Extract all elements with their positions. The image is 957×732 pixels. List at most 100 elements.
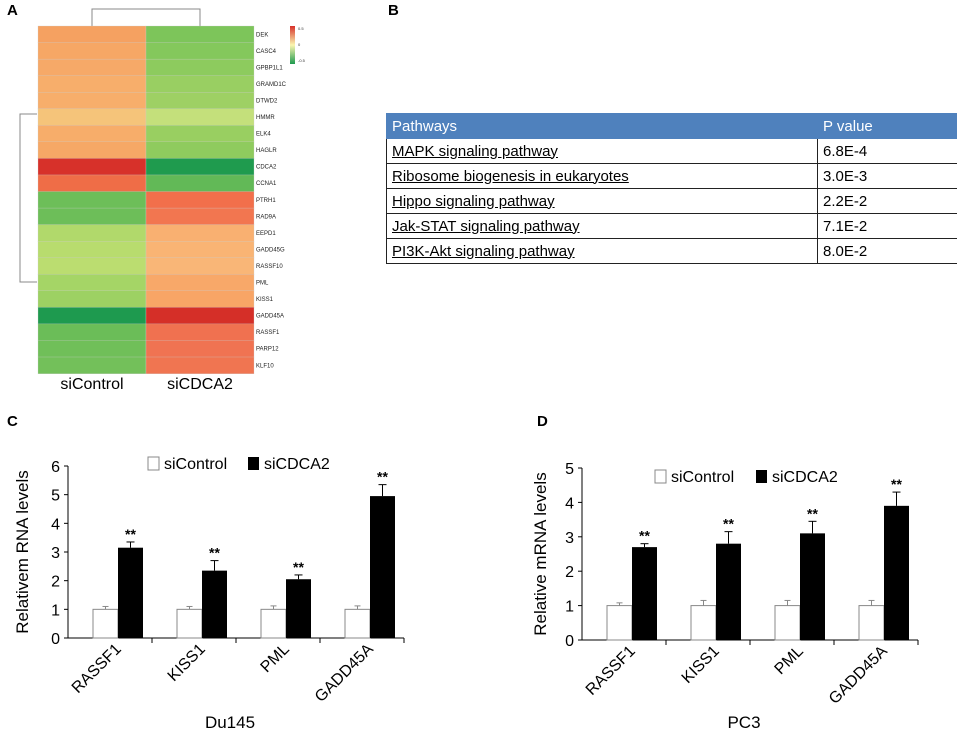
legend-label-sicontrol: siControl [671, 469, 734, 486]
y-tick-label: 6 [51, 459, 60, 476]
legend-swatch-sicontrol [147, 456, 160, 471]
legend-swatch-sicontrol [654, 469, 667, 484]
pathway-p-value: 3.0E-3 [817, 163, 957, 189]
heatmap-column-label-sicontrol: siControl [60, 376, 123, 393]
heatmap-gene-label: EEPD1 [256, 231, 276, 237]
pathway-p-value: 2.2E-2 [817, 188, 957, 214]
bar-sicdca2 [118, 547, 143, 638]
heatmap-gene-label: HAGLR [256, 148, 277, 154]
colorbar-label-mid: 0 [298, 42, 301, 47]
category-label: PML [772, 643, 807, 678]
significance-marker: ** [639, 528, 650, 544]
table-header-row: Pathways P value [386, 113, 957, 139]
y-tick-label: 1 [565, 599, 574, 616]
y-axis-label: Relative mRNA levels [531, 472, 550, 635]
heatmap-gene-label: GADD45G [256, 247, 285, 253]
bar-sicdca2 [884, 505, 909, 640]
heatmap-gene-label: CDCA2 [256, 165, 277, 171]
heatmap-gene-label: DTWD2 [256, 98, 278, 104]
heatmap-gene-label: DEK [256, 32, 268, 38]
heatmap-gene-label: GPBP1L1 [256, 65, 283, 71]
heatmap-gene-label: GRAMD1C [256, 82, 287, 88]
category-label: RASSF1 [583, 643, 639, 699]
y-tick-label: 0 [51, 631, 60, 648]
y-axis-label: Relativem RNA levels [13, 470, 32, 633]
heatmap-cells [37, 25, 255, 375]
bar-sicontrol [92, 608, 119, 639]
column-dendrogram [91, 8, 201, 26]
pathway-name[interactable]: Ribosome biogenesis in eukaryotes [386, 163, 818, 189]
heatmap-cell [145, 356, 255, 375]
pathway-p-value: 8.0E-2 [817, 238, 957, 264]
header-p-value: P value [817, 113, 957, 139]
y-tick-label: 4 [51, 516, 60, 533]
heatmap-gene-label: CCNA1 [256, 181, 277, 187]
panel-letter-a: A [7, 2, 18, 19]
panel-letter-d: D [537, 413, 548, 430]
heatmap-gene-label: CASC4 [256, 49, 277, 55]
x-axis-label: Du145 [205, 713, 255, 732]
significance-marker: ** [807, 505, 818, 521]
heatmap-gene-labels: DEK CASC4 GPBP1L1 GRAMD1C DTWD2 HMMR ELK4 HAGLR… [256, 32, 287, 369]
significance-marker: ** [377, 469, 388, 485]
heatmap-gene-label: RASSF1 [256, 330, 280, 336]
row-dendrogram [19, 113, 37, 283]
bar-sicdca2 [370, 496, 395, 638]
heatmap-column-label-sicdca2: siCDCA2 [167, 376, 233, 393]
bar-sicdca2 [800, 533, 825, 640]
table-row: Hippo signaling pathway 2.2E-2 [386, 188, 957, 214]
heatmap-gene-label: RAD9A [256, 214, 276, 220]
significance-marker: ** [209, 545, 220, 561]
table-row: Ribosome biogenesis in eukaryotes 3.0E-3 [386, 163, 957, 189]
y-tick-label: 0 [565, 633, 574, 650]
bar-sicontrol [858, 605, 885, 641]
significance-marker: ** [125, 526, 136, 542]
bar-sicdca2 [202, 570, 227, 638]
y-tick-label: 2 [565, 564, 574, 581]
bar-sicontrol [690, 605, 717, 641]
significance-marker: ** [293, 559, 304, 575]
heatmap: DEK CASC4 GPBP1L1 GRAMD1C DTWD2 HMMR ELK4 HAGLR… [19, 8, 306, 393]
y-tick-label: 3 [51, 545, 60, 562]
legend-label-sicdca2: siCDCA2 [772, 469, 838, 486]
legend-label-sicontrol: siControl [164, 456, 227, 473]
heatmap-gene-label: ELK4 [256, 132, 271, 138]
heatmap-gene-label: RASSF10 [256, 264, 283, 270]
y-tick-label: 2 [51, 574, 60, 591]
bar-sicontrol [774, 605, 801, 641]
x-axis-label: PC3 [727, 713, 760, 732]
heatmap-gene-label: PML [256, 281, 269, 287]
significance-marker: ** [723, 516, 734, 532]
heatmap-gene-label: PTRH1 [256, 198, 276, 204]
table-row: MAPK signaling pathway 6.8E-4 [386, 138, 957, 164]
legend-swatch-sicdca2 [248, 457, 259, 470]
bar-sicontrol [606, 605, 633, 641]
panel-letter-c: C [7, 413, 18, 430]
y-tick-label: 5 [565, 461, 574, 478]
y-tick-label: 1 [51, 602, 60, 619]
significance-marker: ** [891, 476, 902, 492]
table-row: Jak-STAT signaling pathway 7.1E-2 [386, 213, 957, 239]
colorbar-label-low: -0.5 [298, 58, 306, 63]
bar-sicdca2 [286, 579, 311, 638]
y-tick-label: 4 [565, 495, 574, 512]
y-tick-label: 3 [565, 530, 574, 547]
pathway-name[interactable]: Hippo signaling pathway [386, 188, 818, 214]
heatmap-gene-label: GADD45A [256, 314, 284, 320]
pathways-table: Pathways P value MAPK signaling pathway … [386, 113, 957, 264]
heatmap-gene-label: KISS1 [256, 297, 274, 303]
pathway-name[interactable]: Jak-STAT signaling pathway [386, 213, 818, 239]
y-tick-label: 5 [51, 488, 60, 505]
heatmap-colorbar [290, 26, 295, 64]
header-pathways: Pathways [386, 113, 818, 139]
category-label: GADD45A [826, 643, 891, 708]
bar-sicdca2 [632, 547, 657, 640]
heatmap-gene-label: PARP12 [256, 347, 279, 353]
bar-sicdca2 [716, 543, 741, 640]
colorbar-label-high: 0.5 [298, 26, 304, 31]
pathway-name[interactable]: PI3K-Akt signaling pathway [386, 238, 818, 264]
pathway-name[interactable]: MAPK signaling pathway [386, 138, 818, 164]
category-label: KISS1 [679, 643, 723, 687]
panel-letter-b: B [388, 2, 399, 19]
